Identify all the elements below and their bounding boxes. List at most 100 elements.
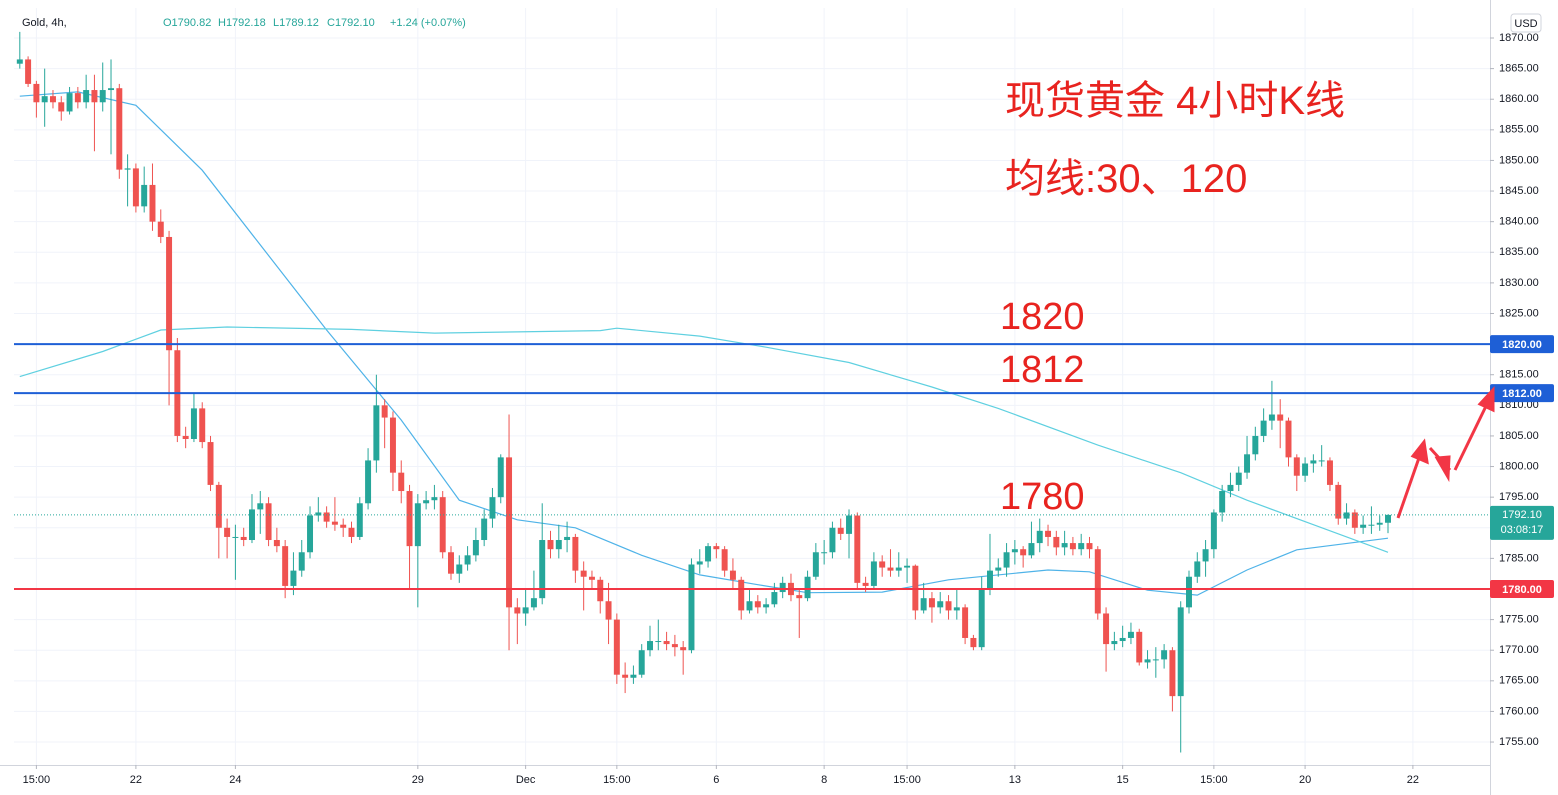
x-tick-label: 22	[1407, 774, 1419, 786]
arrow-head	[1410, 438, 1429, 465]
candle-body	[1302, 463, 1309, 476]
y-tick-label: 1775.00	[1499, 614, 1539, 626]
candle-body	[572, 536, 579, 571]
candle-body	[472, 540, 479, 556]
candle-body	[995, 567, 1002, 571]
moving-average	[19, 91, 1389, 596]
candle-body	[199, 408, 206, 443]
annotation-level: 1820	[1000, 296, 1085, 338]
candle-body	[1177, 607, 1184, 697]
candle-body	[207, 442, 214, 485]
candle-body	[257, 503, 264, 510]
candle-body	[414, 503, 421, 547]
candle-body	[1103, 613, 1110, 645]
candle-body	[1003, 552, 1010, 568]
candle-body	[282, 546, 289, 586]
candle-body	[862, 582, 869, 586]
candle-body	[696, 561, 703, 565]
candle-body	[647, 641, 653, 651]
candle-body	[1053, 536, 1060, 548]
candle-body	[688, 564, 695, 651]
price-tag-label: 1812.00	[1502, 388, 1542, 400]
candle-body	[812, 552, 819, 577]
y-tick-label: 1765.00	[1499, 675, 1539, 687]
candle-body	[240, 536, 247, 541]
candle-body	[1144, 659, 1151, 663]
candle-body	[613, 619, 620, 675]
candle-body	[1376, 522, 1383, 525]
candle-body	[348, 527, 355, 537]
candle-body	[870, 561, 877, 586]
candle-body	[373, 405, 380, 461]
candle-body	[25, 59, 32, 84]
candle-body	[655, 641, 662, 643]
y-tick-label: 1825.00	[1499, 307, 1539, 319]
candle-body	[588, 576, 595, 580]
candle-body	[182, 435, 189, 439]
ohlc-open: O1790.82	[163, 17, 211, 29]
candle-body	[232, 536, 239, 538]
candle-body	[1335, 484, 1342, 519]
y-tick-label: 1830.00	[1499, 277, 1539, 289]
x-tick-label: 13	[1009, 774, 1021, 786]
symbol-label: Gold, 4h,	[22, 17, 67, 29]
candle-body	[1385, 514, 1391, 523]
candle-body	[530, 598, 537, 608]
candle-body	[132, 168, 139, 207]
annotation-title: 现货黄金 4小时K线	[1005, 79, 1345, 123]
candle-body	[1260, 420, 1267, 436]
candle-body	[1152, 659, 1159, 661]
candle-body	[1235, 472, 1242, 485]
candle-body	[1045, 530, 1052, 537]
ohlc-change: +1.24 (+0.07%)	[390, 17, 466, 29]
candle-body	[83, 90, 90, 103]
candle-body	[1061, 543, 1068, 548]
candle-body	[315, 512, 322, 516]
x-tick-label: 15:00	[893, 774, 921, 786]
candle-body	[1318, 460, 1325, 462]
candle-body	[423, 500, 430, 504]
candle-body	[1136, 631, 1143, 663]
y-tick-label: 1860.00	[1499, 93, 1539, 105]
candle-body	[1020, 549, 1027, 556]
candle-body	[904, 565, 911, 568]
candle-body	[854, 515, 861, 583]
candle-body	[713, 546, 720, 550]
y-tick-label: 1850.00	[1499, 154, 1539, 166]
candle-body	[58, 102, 65, 112]
candle-body	[1011, 549, 1018, 553]
y-tick-label: 1845.00	[1499, 185, 1539, 197]
candle-body	[680, 647, 687, 651]
candle-body	[365, 460, 372, 504]
y-tick-label: 1840.00	[1499, 216, 1539, 228]
candle-body	[846, 515, 853, 534]
candle-body	[273, 540, 280, 547]
candle-body	[298, 552, 305, 571]
ohlc-high: H1792.18	[218, 17, 266, 29]
ohlc-close: C1792.10	[327, 17, 375, 29]
countdown-label: 03:08:17	[1501, 524, 1544, 536]
candle-body	[771, 592, 778, 605]
candle-body	[66, 93, 73, 112]
y-tick-label: 1855.00	[1499, 124, 1539, 136]
candle-body	[290, 570, 297, 586]
candle-body	[821, 552, 828, 554]
candle-body	[224, 527, 231, 537]
candle-body	[190, 408, 197, 439]
candle-body	[141, 184, 148, 207]
candle-body	[91, 90, 98, 103]
candle-body	[406, 491, 413, 547]
forecast-arrows	[1396, 386, 1495, 519]
candle-body	[953, 607, 960, 611]
candle-body	[721, 549, 728, 571]
candle-body	[157, 221, 164, 237]
x-tick-label: 8	[821, 774, 827, 786]
candle-body	[1343, 512, 1350, 519]
y-tick-label: 1835.00	[1499, 246, 1539, 258]
x-tick-label: 15:00	[603, 774, 631, 786]
candle-body	[920, 598, 927, 611]
currency-box[interactable]	[1510, 13, 1542, 33]
currency-label: USD	[1514, 18, 1537, 30]
y-tick-label: 1770.00	[1499, 644, 1539, 656]
